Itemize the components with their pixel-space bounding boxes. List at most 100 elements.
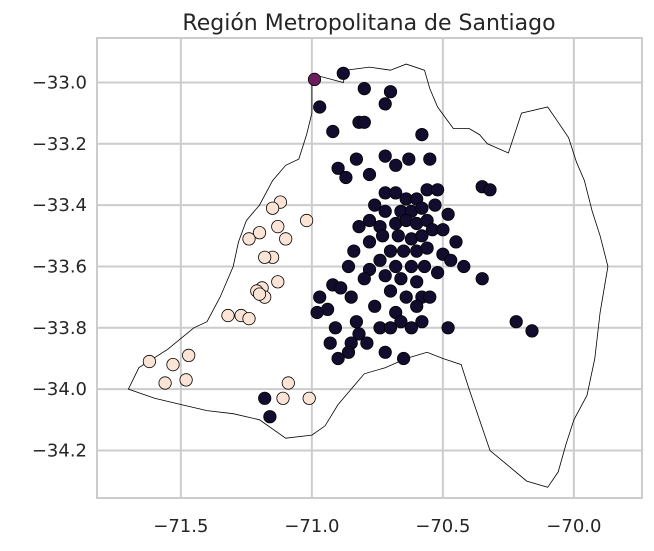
data-point xyxy=(415,201,429,215)
data-point xyxy=(410,275,424,289)
data-point xyxy=(242,311,256,326)
data-point xyxy=(182,348,196,362)
data-point xyxy=(373,253,387,267)
data-point xyxy=(299,213,314,228)
data-point xyxy=(310,305,324,320)
data-point xyxy=(404,321,418,335)
data-point xyxy=(389,259,403,274)
data-point xyxy=(336,66,350,80)
data-point xyxy=(404,259,418,274)
data-point xyxy=(344,290,358,304)
data-point xyxy=(323,336,337,350)
data-point xyxy=(302,391,316,405)
data-point xyxy=(441,207,455,221)
data-point xyxy=(258,250,272,264)
y-tick-label: −34.0 xyxy=(32,379,87,400)
data-point xyxy=(430,265,445,280)
data-point xyxy=(362,167,377,182)
data-point xyxy=(391,229,405,243)
data-point xyxy=(457,259,471,274)
data-point xyxy=(378,345,392,359)
data-point xyxy=(368,299,382,313)
data-point xyxy=(368,198,382,212)
region-outline xyxy=(127,63,609,488)
data-point xyxy=(399,290,413,304)
data-point xyxy=(352,327,366,341)
data-point xyxy=(444,253,458,267)
data-point xyxy=(349,315,363,329)
y-tick-label: −33.0 xyxy=(32,72,87,93)
data-point xyxy=(242,232,256,246)
data-point xyxy=(441,321,455,335)
data-point xyxy=(258,391,272,405)
data-point xyxy=(389,186,403,200)
data-point xyxy=(509,315,523,329)
y-tick-label: −33.6 xyxy=(32,256,87,277)
data-point xyxy=(423,152,437,166)
y-tick-labels: −33.0 −33.2 −33.4 −33.6 −33.8 −34.0 −34.2 xyxy=(32,72,87,461)
data-point xyxy=(423,290,437,304)
x-tick-label: −70.0 xyxy=(546,516,601,537)
data-point xyxy=(394,315,408,329)
data-point xyxy=(362,213,377,228)
data-point xyxy=(402,152,416,166)
data-point xyxy=(378,269,392,283)
data-point xyxy=(360,336,374,350)
data-point xyxy=(263,410,277,424)
data-point xyxy=(415,229,429,243)
data-point xyxy=(362,235,377,249)
scatter-points xyxy=(142,66,539,424)
data-point xyxy=(158,376,172,390)
data-point xyxy=(279,232,293,246)
data-point xyxy=(331,161,345,175)
x-tick-label: −70.5 xyxy=(415,516,470,537)
data-point xyxy=(383,284,398,298)
data-point xyxy=(357,82,371,96)
y-tick-label: −33.2 xyxy=(32,134,87,155)
data-point xyxy=(430,183,445,197)
data-point xyxy=(313,290,327,304)
data-point xyxy=(378,97,392,111)
x-tick-labels: −71.5 −71.0 −70.5 −70.0 xyxy=(153,516,601,537)
data-point xyxy=(334,281,348,295)
data-point xyxy=(349,152,363,166)
data-point xyxy=(383,244,398,258)
data-point xyxy=(357,272,371,286)
data-point xyxy=(347,244,361,258)
data-point xyxy=(331,351,345,366)
data-point xyxy=(276,391,290,405)
data-point xyxy=(271,220,285,234)
data-point xyxy=(389,158,403,172)
data-point xyxy=(252,226,267,240)
data-point xyxy=(428,198,442,212)
data-point xyxy=(415,315,429,329)
data-point xyxy=(436,223,450,237)
data-point xyxy=(483,183,497,197)
y-tick-label: −33.8 xyxy=(32,318,87,339)
data-point xyxy=(265,201,280,215)
data-point xyxy=(328,321,342,335)
chart-title: Región Metropolitana de Santiago xyxy=(182,11,555,36)
data-point xyxy=(281,376,295,390)
data-point xyxy=(252,287,267,301)
data-point xyxy=(396,351,411,366)
data-point xyxy=(475,272,489,286)
data-point xyxy=(357,115,371,129)
data-point xyxy=(378,149,392,163)
y-tick-label: −33.4 xyxy=(32,195,87,216)
x-tick-label: −71.5 xyxy=(153,516,208,537)
data-point xyxy=(383,85,398,99)
x-tick-label: −71.0 xyxy=(284,516,339,537)
data-point xyxy=(166,357,180,372)
axes-frame xyxy=(96,37,643,499)
data-point xyxy=(326,124,340,139)
data-point xyxy=(410,299,424,313)
data-point xyxy=(313,100,327,114)
data-point xyxy=(417,259,432,274)
data-point xyxy=(449,235,463,249)
y-tick-label: −34.2 xyxy=(32,440,87,461)
data-point xyxy=(383,321,398,335)
data-point xyxy=(341,259,356,274)
